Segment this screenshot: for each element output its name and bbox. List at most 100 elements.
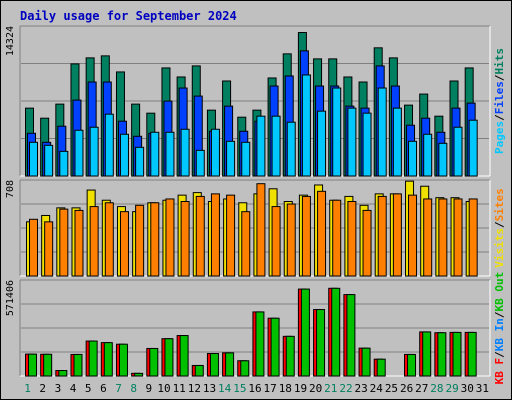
sites-bar (271, 206, 281, 277)
visits-sites-legend: Visits/Sites (493, 188, 506, 268)
kb-panel (19, 279, 491, 377)
day-label: 1 (24, 382, 31, 395)
kb-out-bar (149, 347, 159, 377)
kb-out-bar (316, 309, 326, 377)
kb-out-bar (73, 353, 83, 377)
hits-files-pages-legend-item: / (493, 114, 506, 121)
kb-out-bar (134, 372, 144, 377)
kb-out-bar (452, 331, 462, 377)
sites-bar (332, 199, 342, 277)
day-label: 25 (385, 382, 398, 395)
sites-bar (210, 193, 220, 277)
day-label: 4 (70, 382, 77, 395)
pages-bar (89, 126, 99, 177)
visits-sites-legend-item: Sites (493, 188, 506, 221)
pages-bar (286, 121, 296, 177)
visits-sites-max-label: 708 (5, 180, 16, 198)
day-labels: 1 2 3 4 5 6 7 8 9 10 11 12 13 14 15 16 17 18 19 20 21 22 23 24 2… (24, 382, 489, 395)
pages-bar (44, 144, 54, 177)
pages-bar (408, 140, 418, 177)
pages-bar (271, 115, 281, 177)
sites-bar (180, 201, 190, 277)
pages-bar (104, 113, 114, 177)
kb-out-bar (376, 358, 386, 377)
pages-bar (468, 119, 478, 177)
pages-bar (332, 87, 342, 177)
kb-out-bar (407, 353, 417, 377)
sites-bar (408, 194, 418, 277)
day-label: 21 (324, 382, 337, 395)
sites-bar (256, 183, 266, 277)
day-label: 15 (233, 382, 246, 395)
kb-out-bar (285, 335, 295, 377)
kb-out-bar (164, 338, 174, 377)
kb-out-bar (118, 343, 128, 377)
pages-bar (74, 129, 84, 177)
kb-out-bar (240, 360, 250, 377)
sites-bar (347, 201, 357, 277)
visits-sites-panel (19, 179, 491, 277)
pages-bar (301, 74, 311, 177)
day-label: 8 (130, 382, 137, 395)
pages-bar (165, 131, 175, 177)
hits-files-pages-legend: Pages/Files/Hits (493, 48, 506, 154)
sites-bar (317, 190, 327, 277)
pages-bar (226, 140, 236, 177)
day-label: 20 (309, 382, 322, 395)
sites-bar (195, 195, 205, 277)
day-label: 13 (203, 382, 216, 395)
kb-out-bar (28, 353, 37, 377)
sites-bar (241, 211, 251, 277)
day-label: 19 (294, 382, 307, 395)
pages-bar (59, 150, 69, 177)
day-label: 18 (279, 382, 292, 395)
day-label: 28 (430, 382, 443, 395)
sites-bar (135, 204, 145, 277)
sites-bar (438, 198, 448, 277)
day-label: 3 (55, 382, 62, 395)
pages-bar (150, 131, 160, 177)
day-label: 12 (188, 382, 201, 395)
kb-out-bar (43, 353, 53, 377)
day-label: 29 (445, 382, 458, 395)
day-label: 16 (248, 382, 261, 395)
chart-panels: 14324Pages/Files/Hits708Visits/Sites5714… (5, 25, 506, 385)
pages-bar (119, 133, 129, 177)
day-label: 24 (370, 382, 384, 395)
day-label: 31 (476, 382, 489, 395)
kb-out-bar (179, 335, 189, 377)
pages-bar (438, 142, 448, 177)
kb-out-bar (58, 370, 68, 377)
sites-bar (89, 206, 99, 277)
kb-out-bar (361, 347, 371, 377)
day-label: 9 (146, 382, 153, 395)
kb-legend-item: / (493, 351, 506, 358)
sites-bar (453, 198, 463, 277)
sites-bar (165, 198, 175, 277)
sites-bar (104, 202, 114, 277)
day-label: 22 (339, 382, 352, 395)
kb-out-bar (255, 311, 265, 377)
pages-bar (392, 107, 402, 177)
pages-bar (29, 141, 38, 177)
kb-out-bar (300, 288, 310, 377)
hits-files-pages-legend-item: Hits (493, 48, 506, 75)
sites-bar (286, 203, 296, 277)
sites-bar (377, 195, 387, 277)
kb-legend-item: KB In (493, 318, 506, 351)
kb-out-bar (467, 331, 477, 377)
day-label: 11 (173, 382, 186, 395)
day-label: 6 (100, 382, 107, 395)
hits-files-pages-legend-item: Pages (493, 121, 506, 154)
kb-legend-item: KB Out (493, 272, 506, 312)
kb-legend: KB F/KB In/KB Out (493, 272, 506, 385)
sites-bar (74, 209, 84, 277)
sites-bar (59, 208, 69, 277)
sites-bar (362, 209, 372, 277)
pages-bar (180, 128, 190, 177)
kb-out-bar (346, 294, 356, 377)
sites-bar (119, 211, 129, 277)
day-label: 17 (264, 382, 277, 395)
pages-bar (135, 146, 145, 177)
